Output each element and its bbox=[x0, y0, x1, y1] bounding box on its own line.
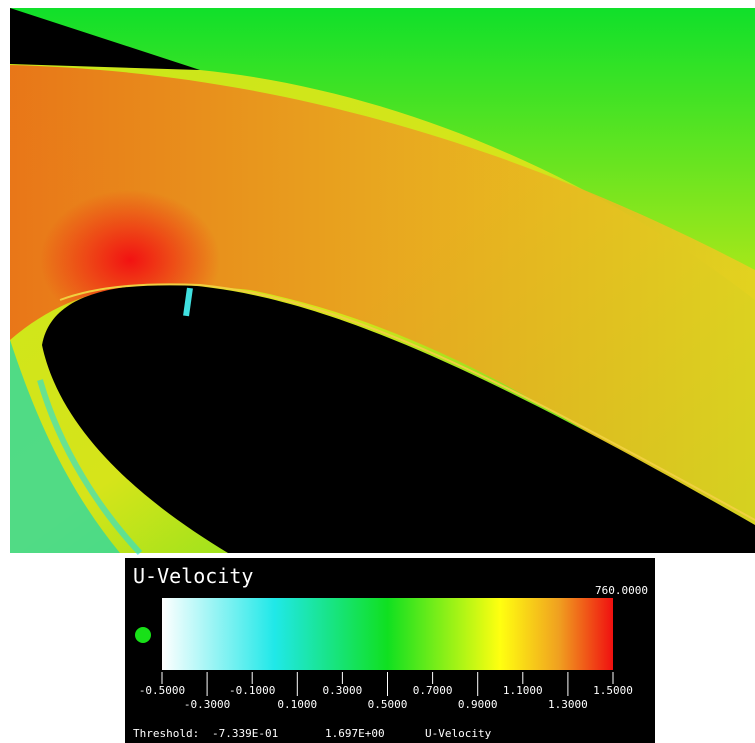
tick-label: 0.3000 bbox=[323, 684, 363, 697]
page: U-Velocity 760.0000 -0.5000-0.3000-0.100… bbox=[0, 0, 755, 743]
color-bar bbox=[162, 598, 613, 670]
flow-field bbox=[10, 8, 755, 553]
legend-title: U-Velocity bbox=[133, 564, 253, 588]
threshold-variable: U-Velocity bbox=[425, 727, 492, 740]
indicator-dot bbox=[135, 627, 151, 643]
tick-label: 0.1000 bbox=[277, 698, 317, 711]
tick-label: -0.5000 bbox=[139, 684, 185, 697]
threshold-min: -7.339E-01 bbox=[212, 727, 278, 740]
tick-label: -0.3000 bbox=[184, 698, 230, 711]
screen: U-Velocity 760.0000 -0.5000-0.3000-0.100… bbox=[0, 0, 755, 743]
threshold-label: Threshold: bbox=[133, 727, 199, 740]
tick-label: 0.9000 bbox=[458, 698, 498, 711]
threshold-max: 1.697E+00 bbox=[325, 727, 385, 740]
legend-max-label: 760.0000 bbox=[595, 584, 648, 597]
tick-label: -0.1000 bbox=[229, 684, 275, 697]
tick-label: 0.7000 bbox=[413, 684, 453, 697]
tick-label: 1.5000 bbox=[593, 684, 633, 697]
tick-label: 0.5000 bbox=[368, 698, 408, 711]
color-legend: U-Velocity 760.0000 -0.5000-0.3000-0.100… bbox=[125, 558, 655, 743]
tick-label: 1.1000 bbox=[503, 684, 543, 697]
tick-label: 1.3000 bbox=[548, 698, 588, 711]
